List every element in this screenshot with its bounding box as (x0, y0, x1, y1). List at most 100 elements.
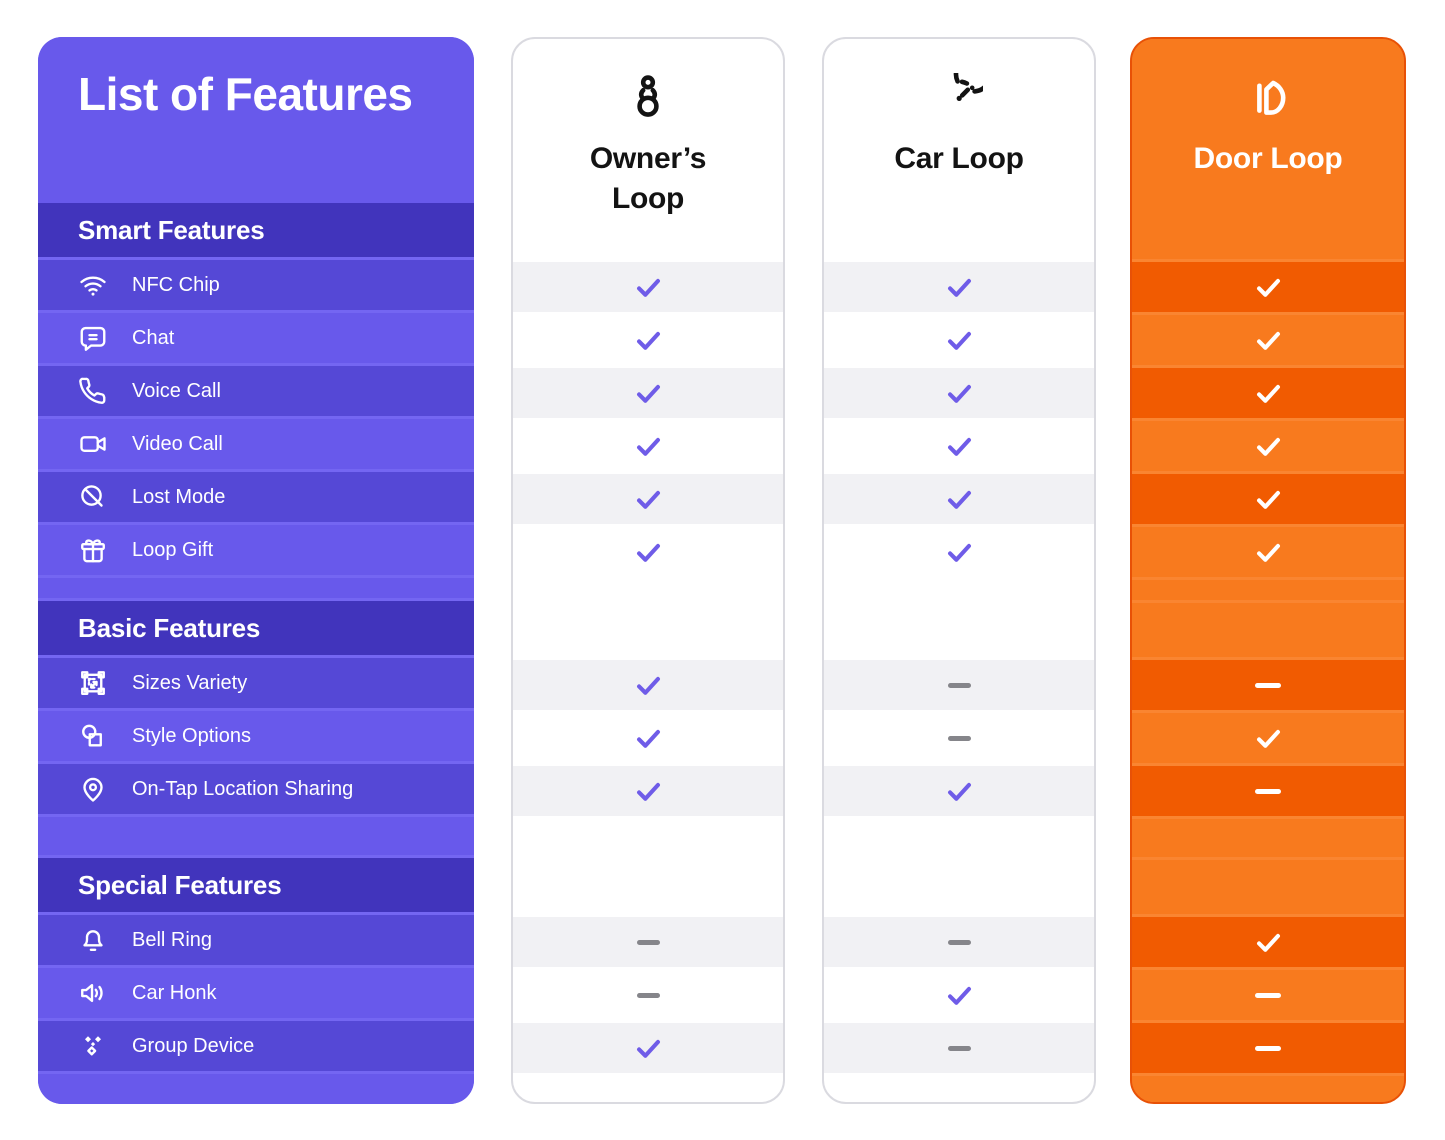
cell-car-bell-ring (824, 917, 1094, 967)
cell-car-group-device (824, 1023, 1094, 1073)
cell-owners-group-device (513, 1023, 783, 1073)
check-icon (634, 538, 663, 567)
spacer (824, 580, 1094, 600)
phone-icon (78, 376, 108, 406)
cell-car-on-tap-location (824, 766, 1094, 816)
cell-owners-sizes-variety (513, 660, 783, 710)
spacer (38, 578, 474, 598)
cell-door-style-options (1132, 713, 1404, 763)
wifi-icon (78, 270, 108, 300)
cell-door-lost-mode (1132, 474, 1404, 524)
panel-footer (38, 1074, 474, 1104)
feature-row-on-tap-location-sharing: On-Tap Location Sharing (38, 764, 474, 814)
cell-door-bell-ring (1132, 917, 1404, 967)
feature-row-video-call: Video Call (38, 419, 474, 469)
cell-door-group-device (1132, 1023, 1404, 1073)
feature-label: Video Call (132, 432, 223, 455)
section-header-smart-features: Smart Features (38, 203, 474, 257)
feature-label: Style Options (132, 724, 251, 747)
cell-door-nfc-chip (1132, 262, 1404, 312)
check-icon (945, 379, 974, 408)
chat-icon (78, 323, 108, 353)
cell-door-video-call (1132, 421, 1404, 471)
diamonds-icon (78, 1031, 108, 1061)
check-icon (945, 981, 974, 1010)
panel-footer (824, 1076, 1094, 1102)
cell-owners-chat (513, 315, 783, 365)
feature-row-chat: Chat (38, 313, 474, 363)
resize-frame-icon (78, 668, 108, 698)
feature-row-style-options: Style Options (38, 711, 474, 761)
check-icon (1254, 379, 1283, 408)
section-header-special-features: Special Features (38, 858, 474, 912)
check-icon (945, 485, 974, 514)
dash-icon (1255, 992, 1281, 998)
section-title: Basic Features (78, 612, 261, 643)
check-icon (945, 326, 974, 355)
check-icon (1254, 538, 1283, 567)
check-icon (634, 1034, 663, 1063)
cell-door-car-honk (1132, 970, 1404, 1020)
product-name: Car Loop (894, 142, 1024, 175)
cell-owners-style-options (513, 713, 783, 763)
features-panel: List of Features Smart Features NFC Chip… (38, 37, 474, 1104)
dash-icon (1255, 788, 1281, 794)
speaker-icon (78, 978, 108, 1008)
section-header-basic-features: Basic Features (38, 601, 474, 655)
product-header-car-loop: Car Loop (824, 39, 1094, 259)
cell-door-loop-gift (1132, 527, 1404, 577)
cell-car-chat (824, 315, 1094, 365)
cell-car-sizes-variety (824, 660, 1094, 710)
feature-label: On-Tap Location Sharing (132, 777, 354, 800)
feature-label: Loop Gift (132, 538, 214, 561)
feature-row-voice-call: Voice Call (38, 366, 474, 416)
feature-label: Car Honk (132, 981, 217, 1004)
product-header-owners-loop: Owner’s Loop (513, 39, 783, 259)
feature-label: NFC Chip (132, 273, 220, 296)
check-icon (634, 432, 663, 461)
product-header-door-loop: Door Loop (1132, 39, 1404, 259)
section-title: Special Features (78, 869, 282, 900)
spacer (38, 817, 474, 855)
check-icon (945, 777, 974, 806)
product-name: Door Loop (1193, 142, 1343, 175)
door-icon (1244, 73, 1292, 126)
check-icon (945, 538, 974, 567)
feature-row-car-honk: Car Honk (38, 968, 474, 1018)
slash-circle-icon (78, 482, 108, 512)
shapes-icon (78, 721, 108, 751)
spacer (513, 819, 783, 857)
dash-icon (947, 939, 971, 945)
cell-owners-voice-call (513, 368, 783, 418)
feature-label: Sizes Variety (132, 671, 248, 694)
feature-label: Chat (132, 326, 175, 349)
product-column-door-loop: Door Loop (1130, 37, 1406, 1104)
dash-icon (947, 735, 971, 741)
feature-row-sizes-variety: Sizes Variety (38, 658, 474, 708)
check-icon (1254, 724, 1283, 753)
check-icon (634, 273, 663, 302)
cell-owners-loop-gift (513, 527, 783, 577)
cell-car-video-call (824, 421, 1094, 471)
cell-car-voice-call (824, 368, 1094, 418)
cell-owners-on-tap-location (513, 766, 783, 816)
spacer (513, 580, 783, 600)
cell-owners-video-call (513, 421, 783, 471)
spacer (1132, 580, 1404, 600)
feature-label: Group Device (132, 1034, 255, 1057)
spacer (824, 819, 1094, 857)
cell-owners-car-honk (513, 970, 783, 1020)
check-icon (1254, 485, 1283, 514)
product-name: Owner’s Loop (589, 142, 707, 215)
section-gap (824, 603, 1094, 657)
cell-owners-bell-ring (513, 917, 783, 967)
feature-row-nfc-chip: NFC Chip (38, 260, 474, 310)
check-icon (945, 273, 974, 302)
dash-icon (636, 992, 660, 998)
feature-label: Lost Mode (132, 485, 226, 508)
check-icon (634, 379, 663, 408)
section-title: Smart Features (78, 214, 265, 245)
cell-car-car-honk (824, 970, 1094, 1020)
section-gap (824, 860, 1094, 914)
